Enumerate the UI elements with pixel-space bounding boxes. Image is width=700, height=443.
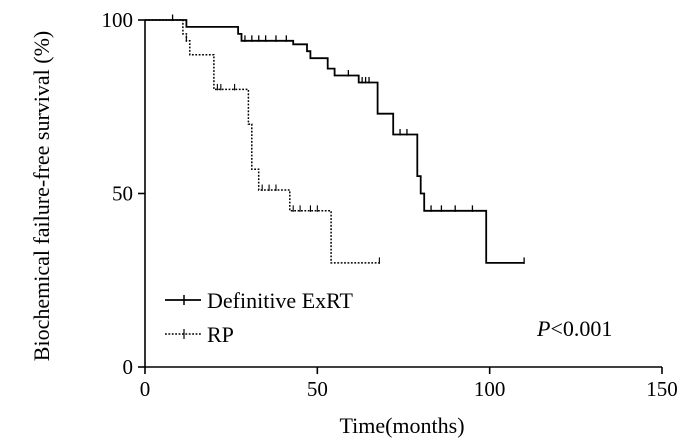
km-curve-definitive-exrt bbox=[145, 19, 525, 264]
x-axis-title: Time(months) bbox=[339, 413, 464, 438]
legend-label-exrt: Definitive ExRT bbox=[207, 288, 353, 313]
legend: Definitive ExRT RP bbox=[165, 288, 353, 347]
y-tick-label: 100 bbox=[102, 8, 134, 32]
p-value-annotation: P<0.001 bbox=[536, 316, 612, 341]
y-tick-label: 50 bbox=[112, 182, 133, 206]
x-tick-label: 150 bbox=[646, 377, 678, 401]
y-tick-label: 0 bbox=[123, 355, 134, 379]
x-tick-label: 0 bbox=[140, 377, 151, 401]
y-axis-title: Biochemical failure-free survival (%) bbox=[29, 31, 54, 361]
km-curve-rp bbox=[145, 19, 380, 264]
legend-label-rp: RP bbox=[207, 322, 234, 347]
p-value-symbol: P bbox=[536, 316, 550, 341]
x-tick-label: 100 bbox=[474, 377, 506, 401]
x-tick-label: 50 bbox=[307, 377, 328, 401]
p-value-text: <0.001 bbox=[550, 316, 612, 341]
